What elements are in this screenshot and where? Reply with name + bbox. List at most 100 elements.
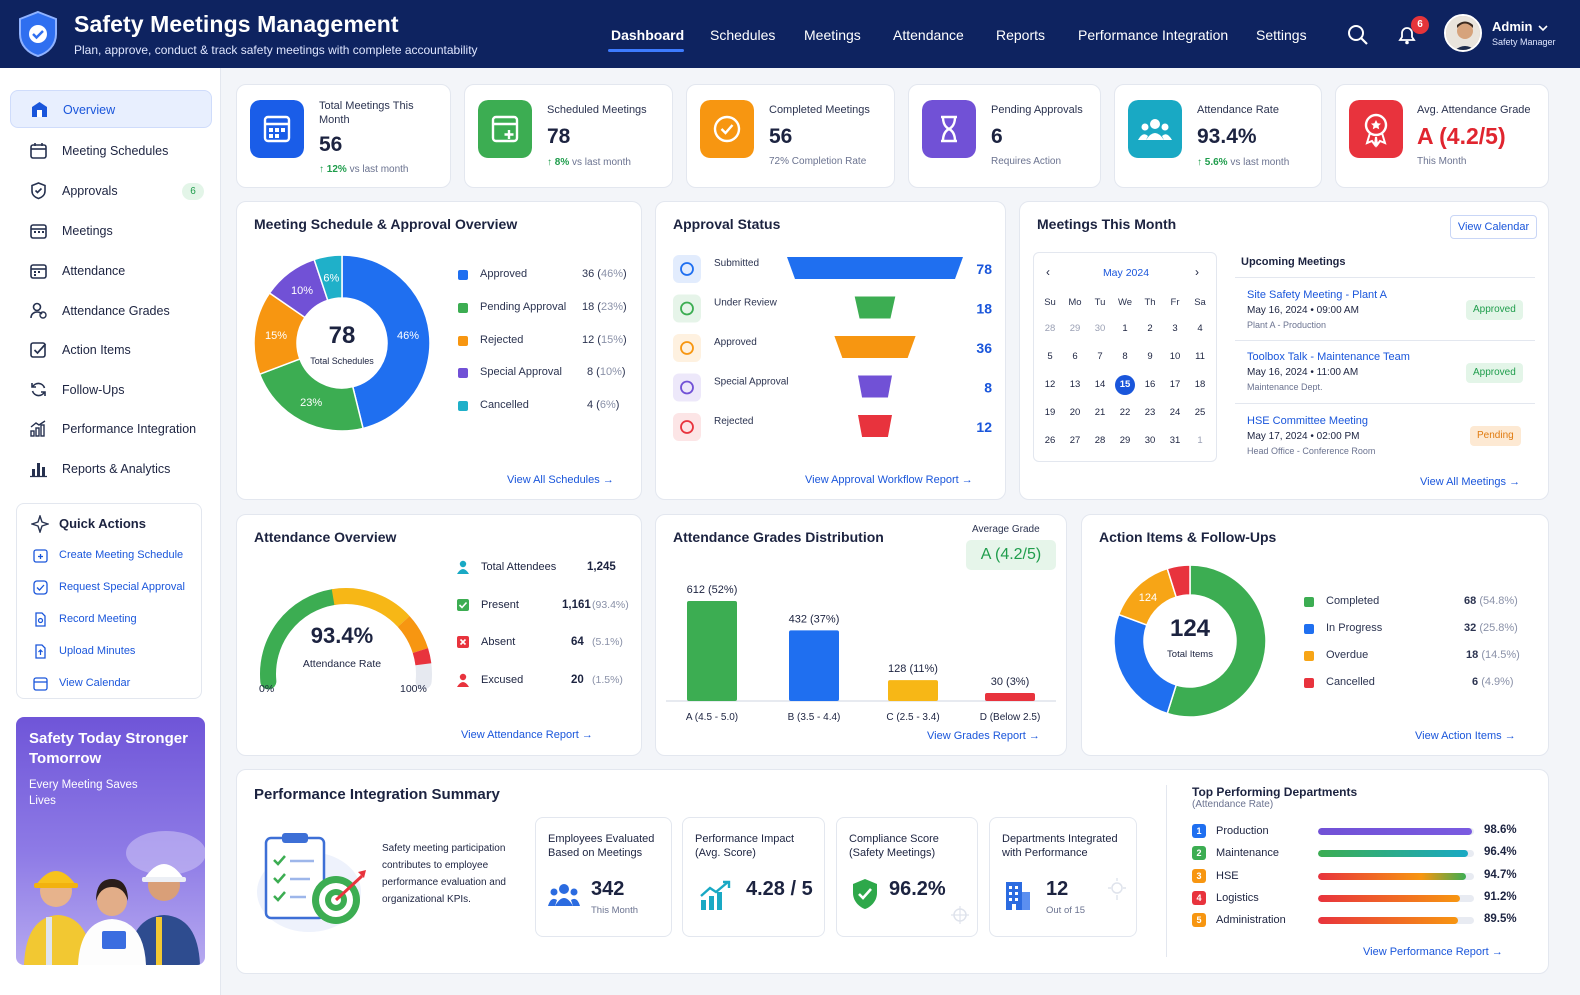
calendar-day[interactable]: 23 bbox=[1144, 407, 1156, 418]
department-value: 89.5% bbox=[1484, 913, 1517, 926]
grade-bar[interactable] bbox=[888, 680, 938, 701]
calendar-day[interactable]: 11 bbox=[1195, 351, 1205, 362]
people-icon bbox=[548, 884, 580, 906]
calendar-day[interactable]: 1 bbox=[1197, 435, 1203, 446]
view-performance-report-link[interactable]: View Performance Report → bbox=[1363, 946, 1503, 958]
arrow-right-icon: → bbox=[961, 474, 973, 486]
sidebar-item-meetings[interactable]: Meetings bbox=[10, 212, 212, 250]
nav-settings[interactable]: Settings bbox=[1256, 27, 1307, 43]
gauge-max-label: 100% bbox=[400, 683, 427, 695]
calendar-day[interactable]: 13 bbox=[1069, 379, 1081, 390]
calendar-day[interactable]: 31 bbox=[1169, 435, 1181, 446]
calendar-day[interactable]: 22 bbox=[1119, 407, 1131, 418]
calendar-day[interactable]: 5 bbox=[1047, 351, 1053, 362]
sidebar-item-label: Performance Integration bbox=[62, 422, 197, 436]
legend-swatch bbox=[458, 336, 468, 346]
upcoming-meeting-item[interactable]: Site Safety Meeting - Plant A May 16, 20… bbox=[1235, 278, 1535, 341]
sidebar-item-performance-integration[interactable]: Performance Integration bbox=[10, 410, 212, 448]
calendar-day[interactable]: 19 bbox=[1044, 407, 1056, 418]
donut-slice-completed[interactable] bbox=[1166, 564, 1267, 718]
view-attendance-report-link[interactable]: View Attendance Report → bbox=[461, 729, 593, 741]
funnel-row[interactable]: Approved 36 bbox=[673, 334, 992, 362]
calendar-day[interactable]: 30 bbox=[1144, 435, 1156, 446]
department-progress-fill bbox=[1318, 917, 1458, 925]
donut-slice-cancelled[interactable] bbox=[313, 254, 343, 302]
sidebar-item-overview[interactable]: Overview bbox=[10, 90, 212, 128]
calendar-day[interactable]: 6 bbox=[1072, 351, 1078, 362]
calendar-day[interactable]: 15 bbox=[1115, 375, 1135, 395]
chevron-down-icon[interactable] bbox=[1537, 23, 1549, 33]
avatar[interactable] bbox=[1444, 14, 1482, 52]
calendar-next-month-icon[interactable]: › bbox=[1195, 265, 1199, 279]
user-grade-icon bbox=[30, 302, 47, 319]
quick-action-upload-minutes[interactable]: Upload Minutes bbox=[31, 642, 196, 662]
view-action-items-link[interactable]: View Action Items → bbox=[1415, 730, 1516, 742]
calendar-day[interactable]: 2 bbox=[1147, 323, 1153, 334]
upcoming-meeting-item[interactable]: Toolbox Talk - Maintenance Team May 16, … bbox=[1235, 341, 1535, 404]
funnel-row[interactable]: Rejected 12 bbox=[673, 413, 992, 441]
sidebar-item-follow-ups[interactable]: Follow-Ups bbox=[10, 371, 212, 409]
sidebar-item-action-items[interactable]: Action Items bbox=[10, 331, 212, 369]
sidebar-item-reports-analytics[interactable]: Reports & Analytics bbox=[10, 450, 212, 488]
grade-bar[interactable] bbox=[789, 630, 839, 701]
funnel-row[interactable]: Submitted 78 bbox=[673, 255, 992, 283]
performance-box-departments: Departments Integrated with Performance … bbox=[989, 817, 1137, 937]
funnel-row[interactable]: Under Review 18 bbox=[673, 294, 992, 323]
stat-trend: ↑ 5.6% vs last month bbox=[1197, 157, 1290, 168]
nav-performance-integration[interactable]: Performance Integration bbox=[1078, 27, 1229, 43]
quick-action-create-schedule[interactable]: Create Meeting Schedule bbox=[31, 546, 196, 566]
view-approval-workflow-link[interactable]: View Approval Workflow Report → bbox=[805, 474, 973, 486]
sidebar-item-approvals[interactable]: Approvals 6 bbox=[10, 172, 212, 210]
sidebar-item-attendance-grades[interactable]: Attendance Grades bbox=[10, 292, 212, 330]
donut-slice-pending-approval[interactable] bbox=[258, 357, 364, 432]
calendar-day[interactable]: 24 bbox=[1169, 407, 1181, 418]
view-all-meetings-link[interactable]: View All Meetings → bbox=[1420, 476, 1520, 488]
sidebar-item-label: Meeting Schedules bbox=[62, 144, 169, 158]
quick-action-record-meeting[interactable]: Record Meeting bbox=[31, 610, 196, 630]
calendar-day[interactable]: 25 bbox=[1194, 407, 1206, 418]
nav-schedules[interactable]: Schedules bbox=[710, 27, 776, 43]
calendar-day[interactable]: 29 bbox=[1119, 435, 1131, 446]
donut-slice-approved[interactable] bbox=[341, 254, 431, 430]
calendar-day[interactable]: 4 bbox=[1197, 323, 1203, 334]
calendar-day[interactable]: 10 bbox=[1169, 351, 1181, 362]
calendar-prev-month-icon[interactable]: ‹ bbox=[1046, 265, 1050, 279]
view-all-schedules-link[interactable]: View All Schedules → bbox=[507, 474, 614, 486]
view-calendar-button[interactable]: View Calendar bbox=[1450, 215, 1537, 239]
calendar-day[interactable]: 14 bbox=[1094, 379, 1106, 390]
calendar-day[interactable]: 3 bbox=[1172, 323, 1178, 334]
calendar-day[interactable]: 18 bbox=[1194, 379, 1206, 390]
nav-attendance[interactable]: Attendance bbox=[893, 27, 964, 43]
calendar-day[interactable]: 27 bbox=[1069, 435, 1081, 446]
bell-icon[interactable] bbox=[1396, 24, 1418, 46]
funnel-row[interactable]: Special Approval 8 bbox=[673, 373, 992, 402]
calendar-day[interactable]: 28 bbox=[1044, 323, 1056, 334]
grade-bar[interactable] bbox=[985, 693, 1035, 701]
quick-action-view-calendar[interactable]: View Calendar bbox=[31, 674, 196, 694]
calendar-day[interactable]: 21 bbox=[1094, 407, 1106, 418]
sidebar-item-meeting-schedules[interactable]: Meeting Schedules bbox=[10, 132, 212, 170]
calendar-day[interactable]: 20 bbox=[1069, 407, 1081, 418]
calendar-day[interactable]: 9 bbox=[1147, 351, 1153, 362]
nav-meetings[interactable]: Meetings bbox=[804, 27, 861, 43]
calendar-day[interactable]: 29 bbox=[1069, 323, 1081, 334]
search-icon[interactable] bbox=[1347, 24, 1369, 46]
calendar-day[interactable]: 28 bbox=[1094, 435, 1106, 446]
calendar-day[interactable]: 17 bbox=[1169, 379, 1181, 390]
calendar-day[interactable]: 8 bbox=[1122, 351, 1128, 362]
calendar-day[interactable]: 1 bbox=[1122, 323, 1128, 334]
user-name: Admin bbox=[1492, 19, 1533, 34]
view-grades-report-link[interactable]: View Grades Report → bbox=[927, 730, 1040, 742]
quick-action-request-approval[interactable]: Request Special Approval bbox=[31, 578, 196, 598]
grade-bar[interactable] bbox=[687, 601, 737, 701]
upcoming-meeting-item[interactable]: HSE Committee Meeting May 17, 2024 • 02:… bbox=[1235, 404, 1535, 467]
calendar-day[interactable]: 7 bbox=[1097, 351, 1103, 362]
sidebar-item-attendance[interactable]: Attendance bbox=[10, 252, 212, 290]
donut-slice-cancelled[interactable] bbox=[1166, 564, 1191, 599]
calendar-day[interactable]: 26 bbox=[1044, 435, 1056, 446]
nav-reports[interactable]: Reports bbox=[996, 27, 1046, 43]
calendar-day[interactable]: 30 bbox=[1094, 323, 1106, 334]
calendar-day[interactable]: 12 bbox=[1044, 379, 1056, 390]
calendar-day[interactable]: 16 bbox=[1144, 379, 1156, 390]
nav-dashboard[interactable]: Dashboard bbox=[611, 27, 685, 43]
